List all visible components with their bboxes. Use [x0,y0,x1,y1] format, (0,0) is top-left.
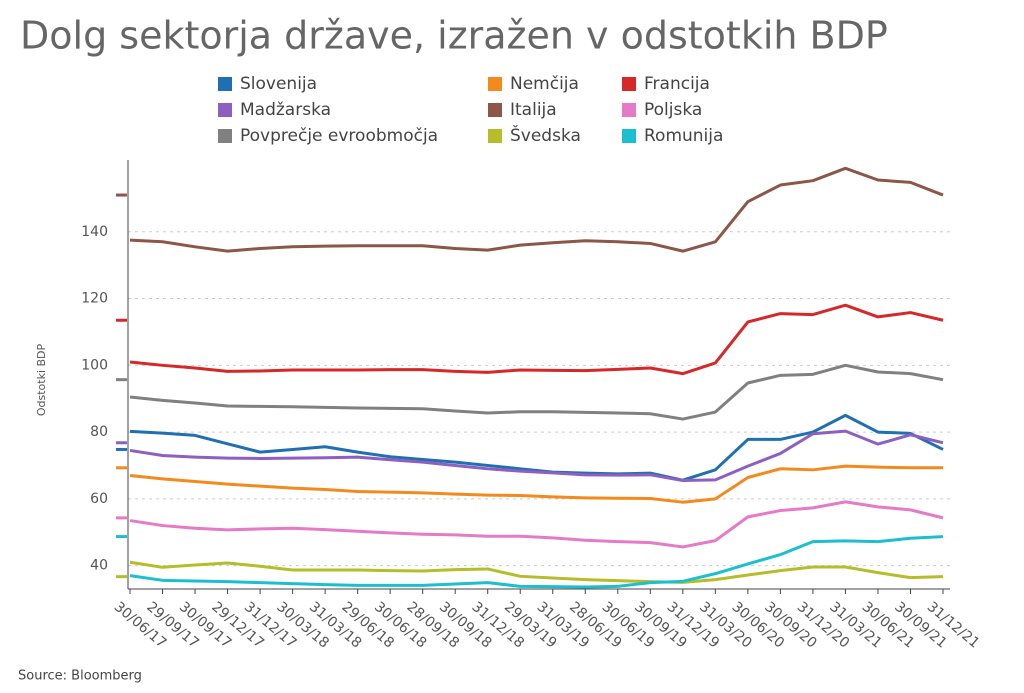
legend-swatch [622,103,636,117]
legend-swatch [488,77,502,91]
legend-label: Poljska [644,100,702,120]
y-tick-label: 60 [90,491,108,507]
source: Source: Bloomberg [18,669,142,684]
series-line [129,363,944,421]
series-line [129,413,944,482]
legend-swatch [218,103,232,117]
y-tick-label: 40 [90,558,108,574]
legend-label: Italija [510,100,557,120]
legend-swatch [488,103,502,117]
legend-swatch [622,129,636,143]
series-line [129,166,944,253]
series-line [129,500,944,549]
legend-swatch [218,77,232,91]
series-line [129,560,944,584]
legend-swatch [488,129,502,143]
series-line [129,535,944,589]
legend-label: Nemčija [510,74,579,94]
y-tick-label: 140 [81,224,108,240]
legend-swatch [622,77,636,91]
y-tick-label: 120 [81,291,108,307]
series-line [129,464,943,504]
legend-label: Madžarska [240,100,331,120]
legend-label: Romunija [644,126,723,146]
chart-title: Dolg sektorja države, izražen v odstotki… [20,14,888,58]
legend-label: Povprečje evroobmočja [240,126,438,146]
series-line [129,303,944,376]
series-line [129,429,944,482]
y-tick-label: 100 [81,357,108,373]
legend-swatch [218,129,232,143]
legend-label: Švedska [510,124,581,146]
legend-label: Francija [644,74,710,94]
y-tick-label: 80 [90,424,108,440]
y-axis-label: Odstotki BDP [35,343,48,416]
legend-label: Slovenija [240,74,317,94]
